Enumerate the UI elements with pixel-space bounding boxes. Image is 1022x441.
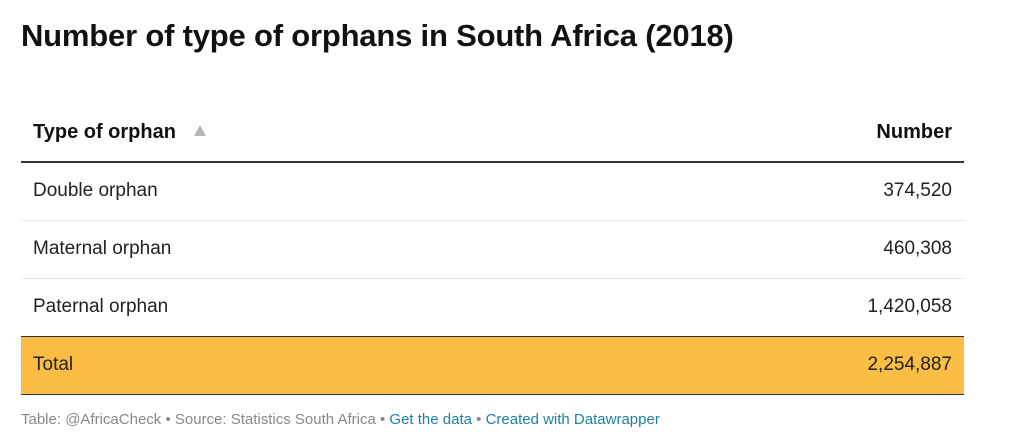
orphan-table: Type of orphan Number Double orphan 374,5…	[21, 106, 964, 395]
footer-separator: •	[161, 411, 175, 428]
table-header: Type of orphan Number	[21, 106, 964, 163]
total-row: Total 2,254,887	[21, 336, 964, 395]
row-label: Maternal orphan	[33, 238, 172, 259]
row-value: 374,520	[883, 180, 952, 201]
table-body: Double orphan 374,520 Maternal orphan 460,3…	[21, 163, 964, 337]
column-header-type[interactable]: Type of orphan	[33, 121, 206, 144]
column-header-number[interactable]: Number	[876, 121, 952, 143]
table-row: Double orphan 374,520	[21, 163, 964, 221]
footer-source: Source: Statistics South Africa	[174, 411, 376, 428]
table-row: Maternal orphan 460,308	[21, 221, 964, 279]
total-value: 2,254,887	[867, 354, 952, 375]
row-value: 460,308	[883, 238, 952, 259]
row-value: 1,420,058	[867, 296, 952, 317]
row-label: Paternal orphan	[33, 296, 169, 317]
sort-ascending-icon[interactable]	[193, 125, 206, 136]
table-row: Paternal orphan 1,420,058	[21, 279, 964, 337]
datawrapper-link[interactable]: Created with Datawrapper	[485, 411, 660, 428]
footer-separator: •	[375, 411, 390, 428]
row-label: Double orphan	[33, 180, 158, 201]
column-header-type-label: Type of orphan	[33, 121, 176, 143]
footer-separator: •	[471, 411, 486, 428]
get-data-link[interactable]: Get the data	[389, 411, 472, 428]
footer-credit: Table: @AfricaCheck	[21, 411, 162, 428]
total-label: Total	[33, 354, 74, 375]
footer: Table: @AfricaCheck • Source: Statistics…	[21, 411, 660, 428]
chart-title: Number of type of orphans in South Afric…	[21, 18, 734, 53]
